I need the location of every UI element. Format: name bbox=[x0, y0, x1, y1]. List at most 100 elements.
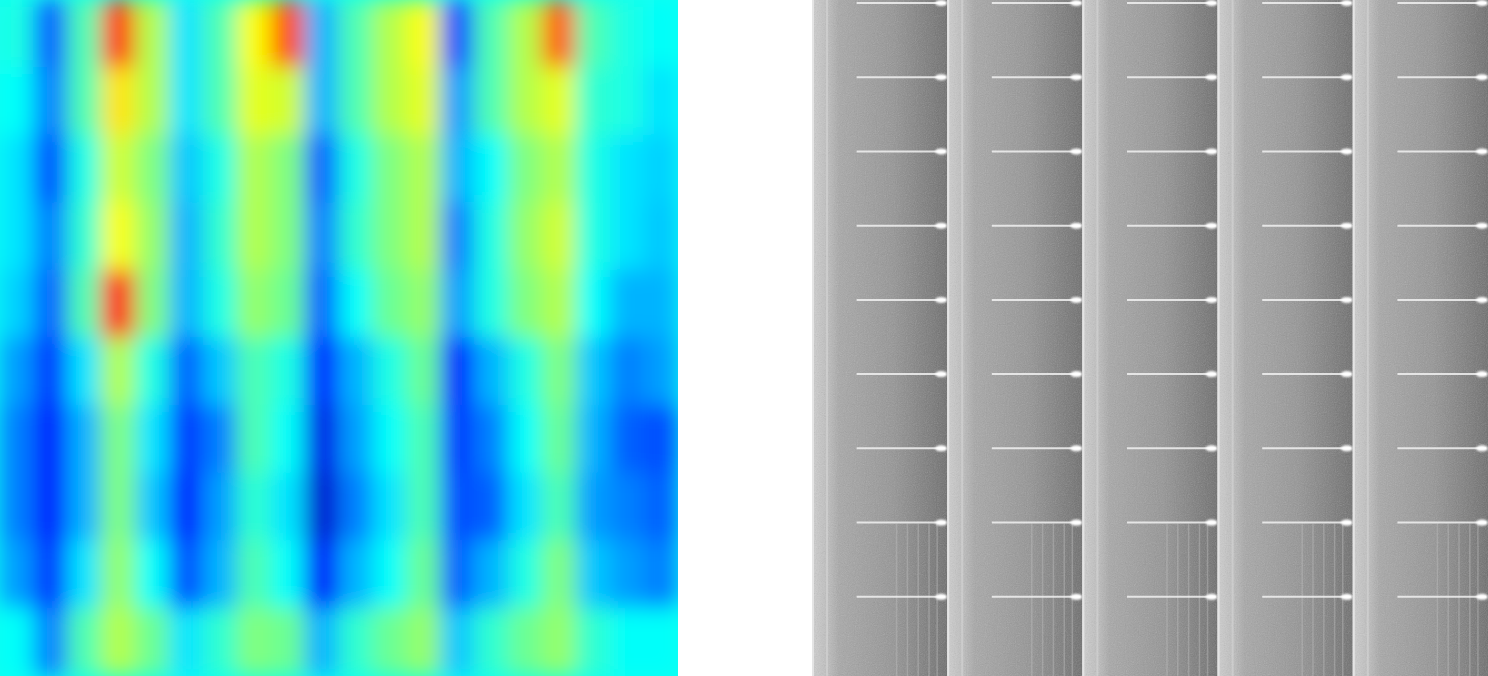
cell bbox=[339, 135, 374, 204]
cell bbox=[372, 67, 407, 136]
cell bbox=[406, 473, 441, 542]
cell bbox=[576, 608, 611, 676]
pulse-line bbox=[1127, 225, 1216, 227]
cell bbox=[576, 270, 611, 339]
pulse-spot bbox=[1341, 445, 1353, 451]
cell bbox=[644, 0, 678, 68]
cell bbox=[0, 473, 34, 542]
pulse-spot bbox=[1206, 594, 1218, 600]
cell bbox=[203, 270, 238, 339]
cell bbox=[271, 338, 306, 407]
pulse-line bbox=[1397, 2, 1486, 4]
cell bbox=[372, 202, 407, 271]
cell bbox=[101, 67, 136, 136]
cell bbox=[339, 608, 374, 676]
stripe-body bbox=[947, 0, 1082, 676]
stripe bbox=[1082, 0, 1217, 676]
cell bbox=[508, 0, 543, 68]
pulse-line bbox=[992, 299, 1081, 301]
cell bbox=[542, 67, 577, 136]
texture bbox=[1312, 524, 1314, 676]
stripe bbox=[947, 0, 1082, 676]
pulse bbox=[1262, 223, 1353, 229]
pulse bbox=[857, 0, 948, 6]
cell bbox=[101, 405, 136, 474]
cell bbox=[135, 0, 170, 68]
pulse-line bbox=[857, 522, 946, 524]
pulse-line bbox=[992, 150, 1081, 152]
cell bbox=[576, 338, 611, 407]
cell bbox=[440, 67, 475, 136]
pulse bbox=[1262, 74, 1353, 80]
pulse-line bbox=[1127, 150, 1216, 152]
pulse-line bbox=[857, 2, 946, 4]
pulse-spot bbox=[1070, 148, 1082, 154]
cell bbox=[0, 405, 34, 474]
cell bbox=[305, 135, 340, 204]
texture bbox=[1342, 524, 1344, 676]
pulse-line bbox=[992, 447, 1081, 449]
pulse-line bbox=[1262, 447, 1351, 449]
pulse-spot bbox=[1341, 371, 1353, 377]
stripe bbox=[1353, 0, 1488, 676]
pulse-spot bbox=[1476, 520, 1488, 526]
pulse-line bbox=[857, 373, 946, 375]
pulse-spot bbox=[1070, 297, 1082, 303]
pulse-spot bbox=[1070, 223, 1082, 229]
cell bbox=[576, 135, 611, 204]
pulse bbox=[1397, 74, 1488, 80]
pulse-spot bbox=[1206, 297, 1218, 303]
texture bbox=[1166, 524, 1168, 676]
cell bbox=[101, 135, 136, 204]
cell bbox=[67, 135, 102, 204]
cell bbox=[474, 0, 509, 68]
pulse-spot bbox=[935, 74, 947, 80]
pulse-line bbox=[1397, 150, 1486, 152]
cell bbox=[237, 0, 272, 68]
cell bbox=[474, 540, 509, 609]
pulse bbox=[857, 371, 948, 377]
cell bbox=[372, 0, 407, 68]
cell bbox=[0, 338, 34, 407]
cell bbox=[474, 338, 509, 407]
pulse-spot bbox=[1206, 520, 1218, 526]
cell bbox=[406, 405, 441, 474]
stripe bbox=[812, 0, 947, 676]
cell bbox=[474, 135, 509, 204]
cell bbox=[203, 540, 238, 609]
pulse bbox=[1127, 74, 1218, 80]
texture bbox=[917, 524, 919, 676]
texture bbox=[1447, 524, 1449, 676]
pulse bbox=[1127, 371, 1218, 377]
cell bbox=[339, 540, 374, 609]
cell bbox=[0, 608, 34, 676]
pulse bbox=[1397, 223, 1488, 229]
pulse bbox=[1397, 594, 1488, 600]
background bbox=[0, 0, 678, 676]
pulse bbox=[992, 148, 1083, 154]
cell bbox=[644, 540, 678, 609]
cell bbox=[339, 405, 374, 474]
cell bbox=[271, 135, 306, 204]
cell bbox=[33, 473, 68, 542]
pulse bbox=[1127, 445, 1218, 451]
texture bbox=[907, 524, 909, 676]
pulse bbox=[857, 148, 948, 154]
cell bbox=[644, 270, 678, 339]
pulse-spot bbox=[1206, 148, 1218, 154]
cell bbox=[203, 473, 238, 542]
pulse-spot bbox=[1070, 520, 1082, 526]
cell bbox=[67, 202, 102, 271]
pulse bbox=[1262, 148, 1353, 154]
cell bbox=[135, 135, 170, 204]
cell bbox=[169, 540, 204, 609]
pulse-spot bbox=[1476, 74, 1488, 80]
cell bbox=[67, 67, 102, 136]
texture bbox=[928, 524, 930, 676]
cell bbox=[271, 608, 306, 676]
pulse-line bbox=[1262, 299, 1351, 301]
cell bbox=[372, 405, 407, 474]
cell bbox=[203, 405, 238, 474]
cell bbox=[67, 540, 102, 609]
cell bbox=[237, 270, 272, 339]
